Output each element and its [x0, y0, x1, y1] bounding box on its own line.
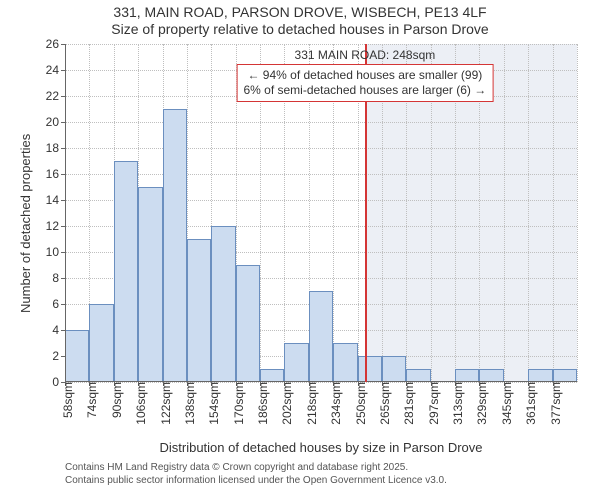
- ytick-label: 24: [46, 63, 65, 77]
- attribution-line2: Contains public sector information licen…: [65, 475, 447, 488]
- xtick-label: 202sqm: [274, 382, 294, 425]
- plot-area: 0246810121416182022242658sqm74sqm90sqm10…: [65, 44, 577, 382]
- xtick-label: 154sqm: [201, 382, 221, 425]
- xtick-label: 58sqm: [55, 382, 75, 418]
- chart-title-block: 331, MAIN ROAD, PARSON DROVE, WISBECH, P…: [0, 4, 600, 38]
- gridline-h: [65, 122, 577, 123]
- ytick-label: 4: [52, 323, 65, 337]
- histogram-bar: [211, 226, 235, 382]
- xtick-label: 106sqm: [128, 382, 148, 425]
- ytick-label: 20: [46, 115, 65, 129]
- gridline-v: [528, 44, 529, 382]
- gridline-h: [65, 148, 577, 149]
- histogram-bar: [187, 239, 211, 382]
- xtick-label: 377sqm: [543, 382, 563, 425]
- ytick-label: 12: [46, 219, 65, 233]
- ytick-label: 6: [52, 297, 65, 311]
- ytick-label: 14: [46, 193, 65, 207]
- chart-title-line2: Size of property relative to detached ho…: [0, 21, 600, 38]
- ytick-label: 22: [46, 89, 65, 103]
- xtick-label: 313sqm: [445, 382, 465, 425]
- chart-title-line1: 331, MAIN ROAD, PARSON DROVE, WISBECH, P…: [0, 4, 600, 21]
- xtick-label: 361sqm: [518, 382, 538, 425]
- x-axis-line: [65, 381, 577, 382]
- xtick-label: 345sqm: [494, 382, 514, 425]
- histogram-bar: [163, 109, 187, 382]
- ytick-label: 8: [52, 271, 65, 285]
- histogram-bar: [284, 343, 308, 382]
- y-axis-label: Number of detached properties: [18, 134, 33, 313]
- callout-line2: 6% of semi-detached houses are larger (6…: [243, 83, 486, 98]
- callout-line1: ← 94% of detached houses are smaller (99…: [243, 68, 486, 83]
- ytick-label: 16: [46, 167, 65, 181]
- xtick-label: 218sqm: [299, 382, 319, 425]
- ytick-label: 18: [46, 141, 65, 155]
- xtick-label: 281sqm: [396, 382, 416, 425]
- xtick-label: 138sqm: [177, 382, 197, 425]
- histogram-bar: [89, 304, 113, 382]
- xtick-label: 74sqm: [79, 382, 99, 418]
- histogram-bar: [65, 330, 89, 382]
- histogram-bar: [382, 356, 406, 382]
- chart-container: 331, MAIN ROAD, PARSON DROVE, WISBECH, P…: [0, 0, 600, 500]
- xtick-label: 265sqm: [372, 382, 392, 425]
- xtick-label: 297sqm: [421, 382, 441, 425]
- gridline-h: [65, 44, 577, 45]
- y-axis-line: [65, 44, 66, 382]
- attribution-line1: Contains HM Land Registry data © Crown c…: [65, 462, 447, 475]
- histogram-bar: [114, 161, 138, 382]
- histogram-bar: [358, 356, 382, 382]
- histogram-bar: [309, 291, 333, 382]
- xtick-label: 122sqm: [153, 382, 173, 425]
- ytick-label: 2: [52, 349, 65, 363]
- xtick-label: 234sqm: [323, 382, 343, 425]
- xtick-label: 250sqm: [348, 382, 368, 425]
- histogram-bar: [138, 187, 162, 382]
- histogram-bar: [236, 265, 260, 382]
- histogram-bar: [333, 343, 357, 382]
- ytick-label: 10: [46, 245, 65, 259]
- gridline-v: [577, 44, 578, 382]
- ytick-label: 26: [46, 37, 65, 51]
- gridline-v: [504, 44, 505, 382]
- xtick-label: 170sqm: [226, 382, 246, 425]
- gridline-v: [553, 44, 554, 382]
- attribution-block: Contains HM Land Registry data © Crown c…: [65, 462, 447, 487]
- gridline-h: [65, 174, 577, 175]
- callout-title: 331 MAIN ROAD: 248sqm: [295, 48, 436, 62]
- xtick-label: 329sqm: [469, 382, 489, 425]
- callout-box: ← 94% of detached houses are smaller (99…: [236, 64, 493, 102]
- xtick-label: 90sqm: [104, 382, 124, 418]
- xtick-label: 186sqm: [250, 382, 270, 425]
- x-axis-label: Distribution of detached houses by size …: [65, 440, 577, 455]
